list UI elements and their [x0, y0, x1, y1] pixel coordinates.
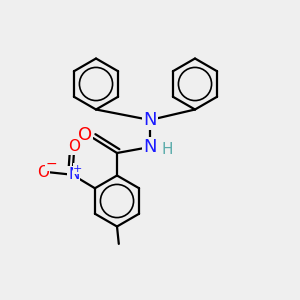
Text: N: N	[143, 138, 157, 156]
Text: O: O	[68, 139, 80, 154]
Text: −: −	[45, 156, 57, 170]
Text: H: H	[162, 142, 173, 157]
Text: +: +	[73, 164, 83, 174]
Text: N: N	[143, 111, 157, 129]
Text: N: N	[68, 167, 80, 182]
Text: O: O	[37, 165, 49, 180]
Text: O: O	[78, 126, 93, 144]
